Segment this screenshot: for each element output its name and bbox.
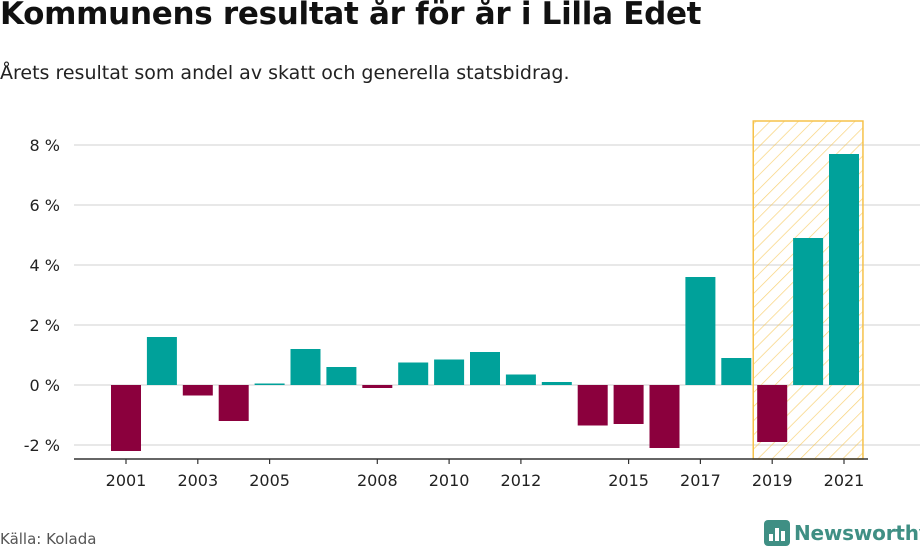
chart-title: Kommunens resultat år för år i Lilla Ede… — [0, 0, 702, 32]
bar-2016 — [649, 385, 680, 448]
y-tick-label: 8 % — [30, 136, 60, 155]
newsworthy-chart-icon — [764, 520, 790, 546]
bar-2001 — [111, 385, 141, 451]
y-tick-label: 2 % — [30, 316, 60, 335]
x-tick-label: 2001 — [106, 471, 147, 490]
x-tick-label: 2021 — [824, 471, 865, 490]
bar-2021 — [829, 154, 859, 385]
x-tick-label: 2015 — [608, 471, 649, 490]
y-tick-label: 0 % — [30, 376, 60, 395]
bar-2005 — [254, 383, 285, 385]
bar-2009 — [398, 362, 429, 385]
bar-2020 — [793, 238, 824, 385]
bar-2002 — [146, 337, 177, 385]
x-tick-label: 2008 — [357, 471, 398, 490]
chart-subtitle: Årets resultat som andel av skatt och ge… — [0, 62, 570, 84]
x-tick-label: 2019 — [752, 471, 793, 490]
bar-2006 — [290, 349, 321, 385]
bar-2011 — [470, 352, 500, 385]
y-tick-label: -2 % — [24, 436, 60, 455]
bar-2019 — [757, 385, 788, 442]
bar-2015 — [613, 385, 644, 424]
x-tick-label: 2010 — [429, 471, 470, 490]
bar-2014 — [577, 385, 608, 426]
bar-2008 — [362, 385, 393, 388]
bar-2003 — [182, 385, 213, 396]
bar-2018 — [721, 358, 752, 385]
x-tick-label: 2005 — [249, 471, 290, 490]
x-tick-label: 2012 — [501, 471, 542, 490]
x-tick-label: 2003 — [177, 471, 218, 490]
brand-name: Newsworthy — [794, 521, 920, 545]
bar-2013 — [541, 382, 572, 385]
bar-2007 — [326, 367, 357, 385]
y-tick-label: 4 % — [30, 256, 60, 275]
y-tick-label: 6 % — [30, 196, 60, 215]
x-tick-label: 2017 — [680, 471, 721, 490]
bar-2012 — [505, 374, 536, 385]
bar-2017 — [685, 277, 716, 385]
source-note: Källa: Kolada — [0, 530, 97, 548]
bar-2004 — [218, 385, 249, 421]
bar-2010 — [434, 359, 465, 385]
newsworthy-logo: Newsworthy — [764, 520, 920, 546]
